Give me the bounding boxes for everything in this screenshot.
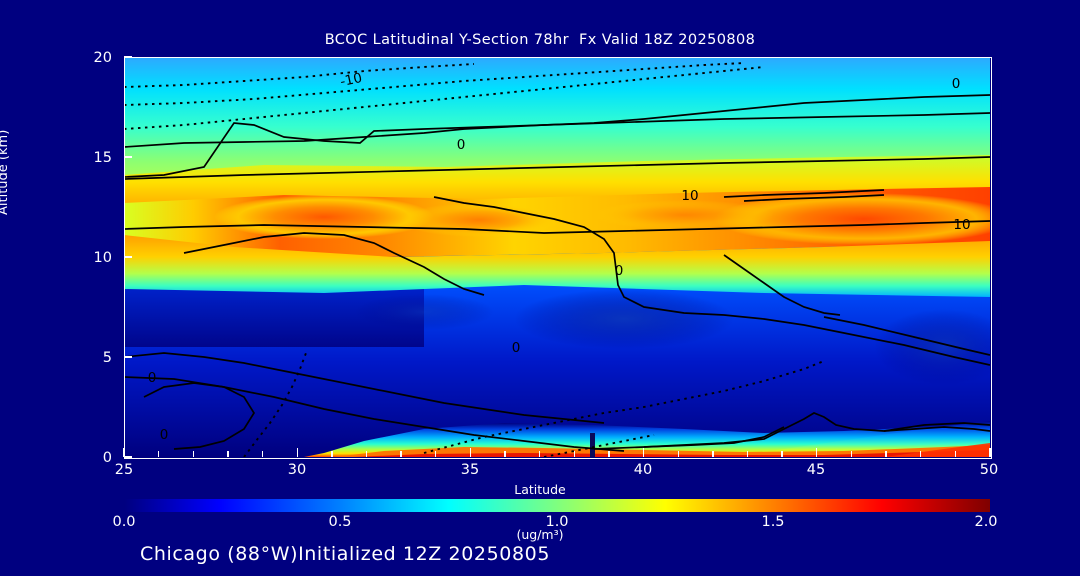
colorbar	[124, 499, 990, 512]
contour-label-zero-low-b: 0	[160, 427, 169, 443]
cross-section-plot: -10 0 0 10 10 0 0 0 0	[124, 57, 990, 457]
y-tick-20: 20	[93, 50, 112, 66]
x-tick-40: 40	[633, 462, 653, 478]
y-major-tick	[124, 56, 132, 58]
y-tick-5: 5	[102, 350, 112, 366]
contour-label-ten-right: 10	[953, 217, 970, 233]
x-minor-tick	[435, 451, 437, 457]
x-minor-tick	[400, 451, 402, 457]
colorbar-tick-4: 2.0	[974, 514, 998, 530]
contour-overlay: -10 0 0 10 10 0 0 0 0	[124, 62, 990, 457]
x-tick-30: 30	[287, 462, 307, 478]
x-minor-tick	[781, 451, 783, 457]
x-minor-tick	[850, 451, 853, 457]
y-major-tick	[124, 356, 132, 358]
x-minor-tick	[227, 451, 229, 457]
x-minor-tick	[954, 451, 957, 457]
colorbar-tick-3: 1.5	[761, 514, 785, 530]
x-minor-tick	[331, 451, 333, 457]
x-minor-tick	[192, 451, 194, 457]
contour-label-zero-low-a: 0	[148, 370, 157, 386]
figure-caption: Chicago (88°W)Initialized 12Z 20250805	[140, 543, 551, 565]
x-tick-50: 50	[979, 462, 999, 478]
x-minor-tick	[677, 451, 679, 457]
x-tick-25: 25	[114, 462, 134, 478]
x-minor-tick	[885, 451, 887, 457]
contour-label-ten-mid: 10	[681, 188, 698, 204]
x-tick-45: 45	[806, 462, 826, 478]
x-minor-tick	[157, 451, 160, 457]
contour-label-neg10: -10	[339, 70, 364, 90]
y-axis-label: Altitude (km)	[0, 129, 11, 215]
colorbar-units-label: (ug/m³)	[516, 527, 564, 542]
x-minor-tick	[504, 451, 506, 457]
x-major-tick	[123, 448, 125, 457]
x-major-tick	[989, 448, 991, 457]
x-minor-tick	[608, 451, 610, 457]
x-minor-tick	[365, 451, 368, 457]
figure-title: BCOC Latitudinal Y-Section 78hr Fx Valid…	[324, 32, 756, 48]
x-major-tick	[642, 448, 645, 457]
x-major-tick	[469, 448, 472, 457]
x-minor-tick	[261, 451, 264, 457]
contour-label-zero-mid-b: 0	[512, 340, 521, 356]
contour-label-zero-upper: 0	[457, 137, 466, 153]
x-minor-tick	[920, 451, 922, 457]
x-tick-35: 35	[460, 462, 480, 478]
colorbar-tick-0: 0.0	[112, 514, 136, 530]
contour-label-zero-mid: 0	[615, 263, 624, 279]
x-axis-label: Latitude	[514, 482, 566, 497]
colorbar-tick-1: 0.5	[328, 514, 352, 530]
y-major-tick	[124, 256, 132, 258]
x-major-tick	[296, 448, 298, 457]
colorbar-gradient	[124, 499, 990, 512]
y-tick-0: 0	[102, 450, 112, 466]
x-minor-tick	[712, 451, 714, 457]
x-minor-tick	[746, 451, 749, 457]
x-minor-tick	[573, 451, 575, 457]
colorbar-tick-2: 1.0	[545, 514, 569, 530]
y-major-tick	[124, 456, 132, 458]
y-tick-10: 10	[93, 250, 112, 266]
contour-label-zero-right: 0	[952, 76, 961, 92]
y-major-tick	[124, 156, 132, 158]
x-major-tick	[816, 448, 818, 457]
x-minor-tick	[538, 451, 541, 457]
y-tick-15: 15	[93, 150, 112, 166]
